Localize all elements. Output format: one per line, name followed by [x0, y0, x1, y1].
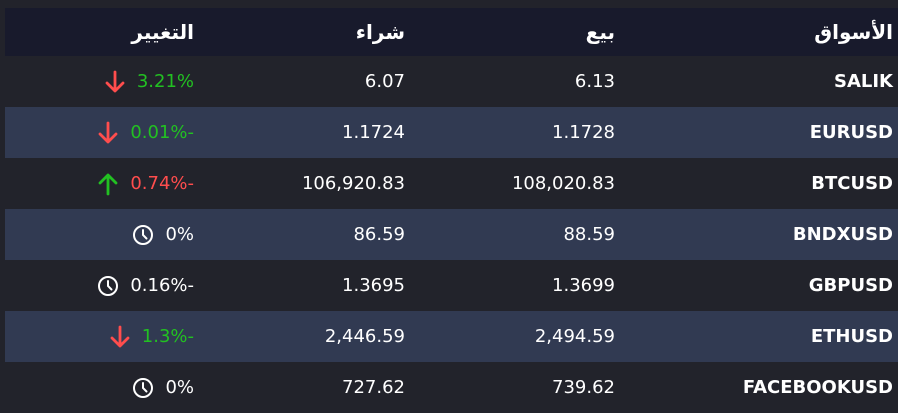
table-row[interactable]: BNDXUSD 88.59 86.59 0% — [5, 209, 898, 260]
change-cell: 0.16%- — [96, 260, 194, 311]
arrow-down-icon — [96, 121, 120, 145]
arrow-up-icon — [96, 172, 120, 196]
change-value: 0.16%- — [130, 275, 194, 296]
change-cell: 0.74%- — [96, 158, 194, 209]
buy-price: 86.59 — [353, 224, 405, 245]
change-cell: 0% — [131, 209, 194, 260]
table-row[interactable]: SALIK 6.13 6.07 3.21% — [5, 56, 898, 107]
sell-price: 88.59 — [563, 224, 615, 245]
clock-icon — [131, 223, 155, 247]
market-name[interactable]: BTCUSD — [811, 173, 893, 194]
sell-price: 1.1728 — [552, 122, 615, 143]
change-value: 0.01%- — [130, 122, 194, 143]
table-row[interactable]: BTCUSD 108,020.83 106,920.83 0.74%- — [5, 158, 898, 209]
buy-price: 1.1724 — [342, 122, 405, 143]
buy-price: 6.07 — [364, 71, 405, 92]
buy-price: 2,446.59 — [324, 326, 405, 347]
market-name[interactable]: ETHUSD — [810, 326, 893, 347]
sell-price: 1.3699 — [552, 275, 615, 296]
change-value: 0% — [165, 377, 194, 398]
change-cell: 0% — [131, 362, 194, 413]
change-cell: 1.3%- — [108, 311, 194, 362]
header-market[interactable]: الأسواق — [814, 20, 893, 44]
market-name[interactable]: FACEBOOKUSD — [742, 377, 893, 398]
buy-price: 106,920.83 — [301, 173, 405, 194]
clock-icon — [131, 376, 155, 400]
change-value: 0% — [165, 224, 194, 245]
table-row[interactable]: GBPUSD 1.3699 1.3695 0.16%- — [5, 260, 898, 311]
market-name[interactable]: SALIK — [833, 71, 893, 92]
change-value: 1.3%- — [141, 326, 194, 347]
clock-icon — [96, 274, 120, 298]
change-value: 0.74%- — [130, 173, 194, 194]
sell-price: 108,020.83 — [511, 173, 615, 194]
sell-price: 2,494.59 — [534, 326, 615, 347]
header-sell[interactable]: بيع — [585, 20, 615, 44]
arrow-down-icon — [108, 325, 132, 349]
table-header: الأسواق بيع شراء التغيير — [5, 8, 898, 56]
market-name[interactable]: EURUSD — [809, 122, 893, 143]
change-cell: 0.01%- — [96, 107, 194, 158]
header-change[interactable]: التغيير — [131, 20, 194, 44]
change-value: 3.21% — [136, 71, 194, 92]
market-name[interactable]: GBPUSD — [808, 275, 893, 296]
table-row[interactable]: FACEBOOKUSD 739.62 727.62 0% — [5, 362, 898, 413]
buy-price: 1.3695 — [342, 275, 405, 296]
sell-price: 6.13 — [574, 71, 615, 92]
table-row[interactable]: EURUSD 1.1728 1.1724 0.01%- — [5, 107, 898, 158]
header-buy[interactable]: شراء — [355, 20, 405, 44]
buy-price: 727.62 — [342, 377, 405, 398]
arrow-down-icon — [103, 70, 127, 94]
table-row[interactable]: ETHUSD 2,494.59 2,446.59 1.3%- — [5, 311, 898, 362]
markets-table: الأسواق بيع شراء التغيير SALIK 6.13 6.07… — [5, 8, 898, 413]
sell-price: 739.62 — [552, 377, 615, 398]
change-cell: 3.21% — [103, 56, 194, 107]
market-name[interactable]: BNDXUSD — [792, 224, 893, 245]
